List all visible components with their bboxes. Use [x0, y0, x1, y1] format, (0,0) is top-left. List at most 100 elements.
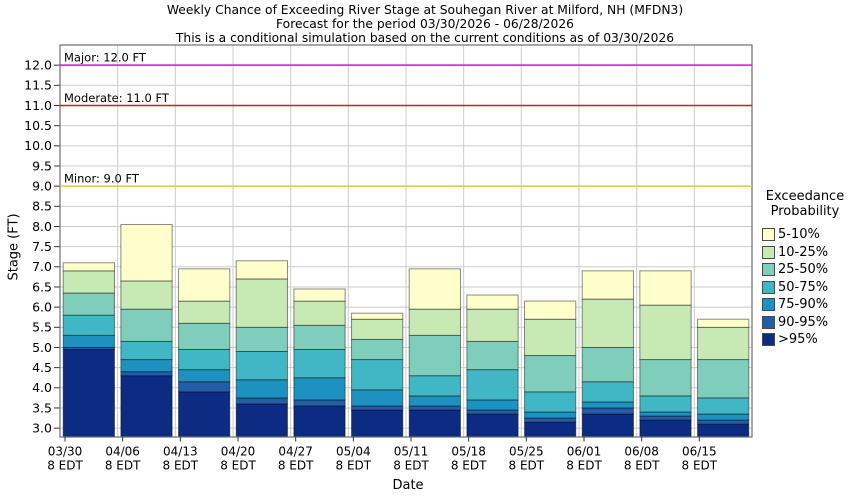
x-tick-time-label: 8 EDT: [451, 459, 487, 473]
bar-segment: [639, 395, 692, 413]
bar-segment: [293, 288, 346, 302]
legend-swatch: [762, 228, 775, 242]
bar-segment: [524, 411, 577, 419]
bar-segment: [639, 270, 692, 306]
bar-segment: [697, 318, 750, 328]
x-tick-time-label: 8 EDT: [566, 459, 602, 473]
bar-segment: [178, 300, 231, 324]
bar-segment: [697, 413, 750, 421]
y-tick-label: 11.5: [24, 78, 52, 93]
y-tick-label: 6.0: [32, 299, 52, 314]
bar-segment: [62, 262, 115, 272]
legend-swatch: [762, 333, 775, 347]
x-tick-time-label: 8 EDT: [393, 459, 429, 473]
bar-segment: [235, 397, 288, 405]
legend-entry: 90-95%: [760, 314, 850, 332]
bar-segment: [697, 397, 750, 415]
bar-segment: [120, 223, 173, 282]
legend-entry-label: 25-50%: [778, 262, 829, 278]
bar-segment: [351, 338, 404, 361]
x-tick-date-label: 04/27: [278, 445, 313, 459]
bar-segment: [408, 409, 461, 438]
bar-segment: [466, 399, 519, 411]
bar-segment: [351, 312, 404, 320]
y-tick-label: 4.5: [32, 360, 52, 375]
bar-segment: [408, 308, 461, 336]
x-tick-date-label: 05/04: [336, 445, 371, 459]
legend-entry: 50-75%: [760, 279, 850, 297]
bar-segment: [293, 348, 346, 379]
bar-segment: [639, 415, 692, 421]
bar-segment: [120, 359, 173, 373]
bar-segment: [62, 346, 115, 350]
bar-segment: [351, 389, 404, 407]
bar-segment: [351, 409, 404, 438]
bar-segment: [639, 419, 692, 438]
legend-entries: 5-10% 10-25% 25-50% 50-75% 75-90% 90-95% >95%: [760, 226, 850, 349]
bar-segment: [524, 300, 577, 320]
legend-entry-label: >95%: [778, 332, 818, 348]
x-tick-date-label: 05/18: [451, 445, 486, 459]
legend-entry-label: 90-95%: [778, 314, 829, 330]
bar-segment: [235, 379, 288, 399]
plot-frame: [59, 44, 753, 438]
bar-segment: [62, 270, 115, 294]
y-tick-label: 3.0: [32, 420, 52, 435]
bar-segment: [293, 300, 346, 326]
bar-segment: [120, 371, 173, 377]
legend-title: Exceedance Probability: [760, 189, 850, 219]
bar-segment: [581, 401, 634, 409]
minor-flood-label: Minor: 9.0 FT: [64, 172, 140, 186]
y-tick-label: 5.0: [32, 340, 52, 355]
chart-title: Weekly Chance of Exceeding River Stage a…: [166, 3, 684, 17]
legend-title-line1: Exceedance: [765, 189, 845, 204]
legend-entry: 10-25%: [760, 244, 850, 262]
bar-segment: [293, 399, 346, 407]
chart-note: This is a conditional simulation based o…: [175, 31, 675, 45]
bar-segment: [178, 381, 231, 393]
bar-segment: [524, 391, 577, 413]
y-tick-label: 7.5: [32, 239, 52, 254]
x-axis-title: Date: [392, 478, 424, 493]
bar-segment: [62, 314, 115, 336]
bar-segment: [466, 294, 519, 310]
y-tick-label: 10.0: [24, 138, 52, 153]
y-tick-label: 4.0: [32, 380, 52, 395]
chart-header: Weekly Chance of Exceeding River Stage a…: [0, 3, 850, 45]
bar-segment: [466, 413, 519, 438]
bar-segment: [524, 318, 577, 357]
x-tick-date-label: 04/20: [221, 445, 256, 459]
bar-segment: [581, 298, 634, 348]
x-tick-time-label: 8 EDT: [278, 459, 314, 473]
bar-segment: [178, 268, 231, 302]
bar-segment: [697, 419, 750, 425]
legend-swatch: [762, 298, 775, 312]
bar-segment: [235, 351, 288, 381]
y-tick-label: 5.5: [32, 320, 52, 335]
bar-segment: [581, 270, 634, 300]
x-tick-date-label: 05/11: [394, 445, 429, 459]
bar-segment: [466, 409, 519, 415]
legend-swatch: [762, 245, 775, 259]
bar-segment: [293, 377, 346, 401]
x-tick-time-label: 8 EDT: [47, 459, 83, 473]
legend-swatch: [762, 263, 775, 277]
x-tick-time-label: 8 EDT: [105, 459, 141, 473]
x-tick-date-label: 04/13: [163, 445, 198, 459]
bar-segment: [408, 395, 461, 407]
x-tick-time-label: 8 EDT: [336, 459, 372, 473]
bar-segment: [351, 318, 404, 340]
bar-segment: [466, 369, 519, 401]
x-tick-time-label: 8 EDT: [220, 459, 256, 473]
bar-segment: [351, 359, 404, 391]
legend-entry-label: 5-10%: [778, 227, 820, 243]
bar-segment: [178, 369, 231, 383]
bar-segment: [351, 405, 404, 411]
y-tick-label: 3.5: [32, 400, 52, 415]
chart-subtitle: Forecast for the period 03/30/2026 - 06/…: [276, 17, 574, 31]
legend: Exceedance Probability 5-10% 10-25% 25-50%…: [760, 189, 850, 349]
legend-title-line2: Probability: [770, 203, 840, 219]
bar-segment: [235, 278, 288, 328]
bar-segment: [581, 407, 634, 415]
